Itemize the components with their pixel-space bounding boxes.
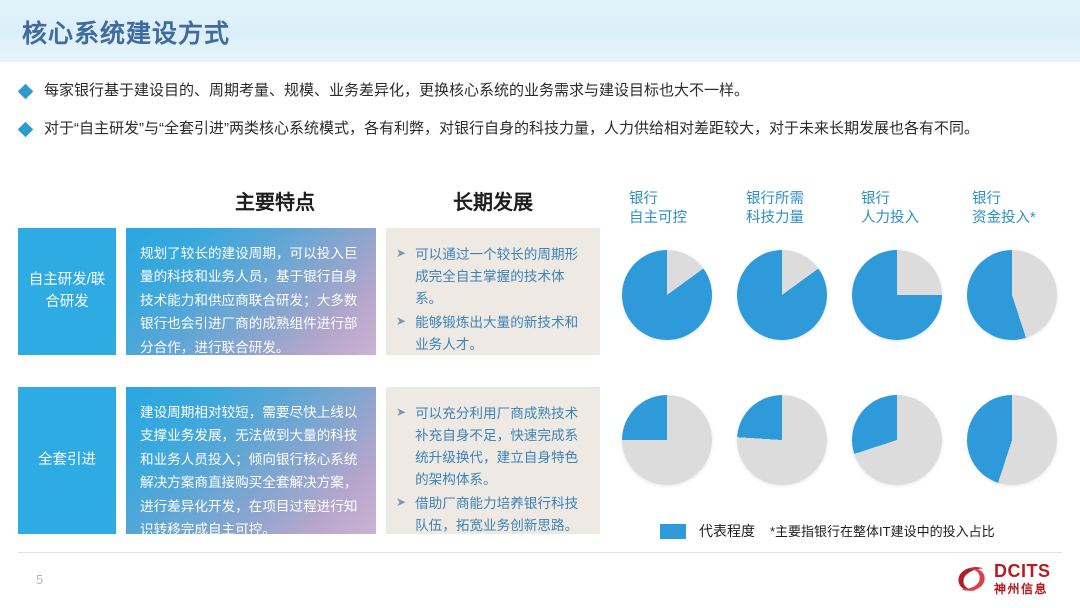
pie-chart	[967, 395, 1057, 485]
diamond-bullet-icon	[17, 121, 34, 138]
column-title-longterm: 长期发展	[453, 192, 533, 214]
list-item-label: 可以充分利用厂商成熟技术补充自身不足，快速完成系统升级换代，建立自身特色的架构体…	[415, 406, 579, 488]
pie-chart	[622, 250, 712, 340]
legend-label: 代表程度	[699, 523, 755, 539]
arrow-bullet-icon: ➤	[396, 246, 407, 260]
page-number: 5	[36, 572, 44, 587]
logo-en-text: DCITS	[994, 561, 1051, 581]
pie-chart	[737, 395, 827, 485]
row-longterm-cell: ➤ 可以通过一个较长的周期形成完全自主掌握的技术体系。 ➤ 能够锻炼出大量的新技…	[386, 228, 600, 355]
row-label-cell: 全套引进	[18, 387, 116, 534]
pie-column-header-1: 银行所需 科技力量	[746, 191, 804, 227]
row-longterm-cell: ➤ 可以充分利用厂商成熟技术补充自身不足，快速完成系统升级换代，建立自身特色的架…	[386, 387, 600, 534]
bullet-item: 每家银行基于建设目的、周期考量、规模、业务差异化，更换核心系统的业务需求与建设目…	[17, 82, 1070, 101]
bullet-text: 对于“自主研发”与“全套引进”两类核心系统模式，各有利弊，对银行自身的科技力量，…	[44, 119, 979, 137]
list-item: ➤ 能够锻炼出大量的新技术和业务人才。	[396, 312, 588, 356]
list-item-label: 借助厂商能力培养银行科技队伍，拓宽业务创新思路。	[415, 496, 579, 534]
slide-header-band	[0, 0, 1080, 62]
bullet-text: 每家银行基于建设目的、周期考量、规模、业务差异化，更换核心系统的业务需求与建设目…	[44, 82, 750, 99]
pie-chart	[852, 395, 942, 485]
list-item: ➤ 借助厂商能力培养银行科技队伍，拓宽业务创新思路。	[396, 493, 588, 537]
list-item: ➤ 可以充分利用厂商成熟技术补充自身不足，快速完成系统升级换代，建立自身特色的架…	[396, 403, 588, 491]
list-item-label: 可以通过一个较长的周期形成完全自主掌握的技术体系。	[415, 247, 579, 307]
pie-column-header-3: 银行 资金投入*	[972, 191, 1036, 227]
pie-chart	[852, 250, 942, 340]
pie-column-header-2: 银行 人力投入	[861, 191, 919, 227]
list-item-label: 能够锻炼出大量的新技术和业务人才。	[415, 315, 579, 353]
arrow-bullet-icon: ➤	[396, 314, 407, 329]
dcits-swirl-icon	[958, 566, 985, 591]
bullet-item: 对于“自主研发”与“全套引进”两类核心系统模式，各有利弊，对银行自身的科技力量，…	[17, 119, 1070, 139]
legend-footnote: *主要指银行在整体IT建设中的投入占比	[770, 524, 995, 539]
footer-divider	[18, 552, 1062, 553]
arrow-bullet-icon: ➤	[396, 405, 407, 419]
row-description-cell: 规划了较长的建设周期，可以投入巨量的科技和业务人员，基于银行自身技术能力和供应商…	[126, 228, 376, 355]
pie-chart	[967, 250, 1057, 340]
list-item: ➤ 可以通过一个较长的周期形成完全自主掌握的技术体系。	[396, 244, 588, 310]
diamond-bullet-icon	[17, 83, 34, 100]
pie-column-header-0: 银行 自主可控	[629, 191, 687, 227]
pie-chart	[622, 395, 712, 485]
page-title: 核心系统建设方式	[22, 20, 231, 48]
arrow-bullet-icon: ➤	[396, 495, 407, 510]
pie-chart	[737, 250, 827, 340]
column-title-features: 主要特点	[235, 192, 315, 214]
chart-legend: 代表程度	[660, 521, 755, 541]
row-description-cell: 建设周期相对较短，需要尽快上线以支撑业务发展，无法做到大量的科技和业务人员投入；…	[126, 387, 376, 537]
logo-cn-text: 神州信息	[994, 582, 1049, 596]
brand-logo: DCITS 神州信息	[955, 562, 1051, 597]
bullet-list: 每家银行基于建设目的、周期考量、规模、业务差异化，更换核心系统的业务需求与建设目…	[17, 82, 1070, 158]
row-label-cell: 自主研发/联合研发	[18, 228, 116, 355]
logo-wordmark: DCITS 神州信息	[994, 562, 1051, 597]
legend-swatch-blue	[660, 523, 686, 539]
